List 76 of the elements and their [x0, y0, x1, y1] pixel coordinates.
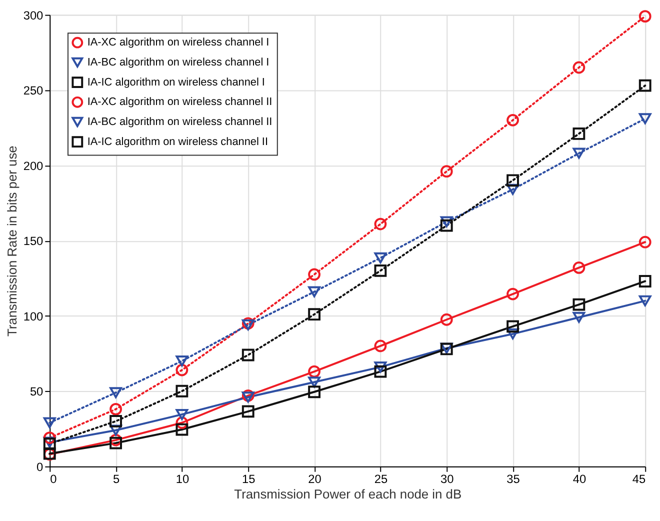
x-tick-label: 10 — [176, 472, 190, 486]
point — [572, 128, 586, 140]
legend-label: IA-BC algorithm on wireless channel II — [87, 116, 272, 128]
x-tick-label: 45 — [632, 472, 646, 486]
y-tick-label: 50 — [30, 384, 44, 399]
y-tick-label: 300 — [23, 8, 44, 22]
legend-label: IA-IC algorithm on wireless channel I — [87, 76, 265, 88]
point — [638, 10, 652, 23]
x-tick-label: 5 — [112, 472, 120, 486]
point — [374, 365, 387, 378]
y-axis-title: Transmission Rate in bits per use — [4, 146, 20, 337]
legend-label: IA-XC algorithm on wireless channel II — [87, 96, 272, 108]
point — [242, 405, 254, 418]
point — [506, 328, 519, 340]
point — [110, 387, 122, 398]
y-tick-label: 150 — [23, 234, 44, 248]
x-tick-label: 40 — [572, 472, 586, 486]
point — [176, 423, 188, 436]
point — [43, 432, 56, 444]
point — [638, 113, 652, 124]
point — [506, 184, 519, 195]
point — [308, 365, 320, 378]
y-tick-label: 100 — [23, 309, 44, 324]
point — [440, 219, 453, 232]
x-tick-label: 20 — [308, 472, 322, 486]
point — [176, 364, 188, 376]
point — [110, 403, 122, 416]
y-tick-label: 200 — [23, 158, 44, 173]
point — [308, 286, 320, 298]
point — [638, 79, 652, 92]
y-tick-label: 250 — [23, 84, 44, 98]
point — [506, 320, 519, 333]
point — [110, 415, 122, 428]
point — [43, 417, 56, 428]
point — [176, 356, 188, 367]
point — [440, 165, 453, 178]
point — [638, 295, 652, 306]
point — [374, 264, 387, 277]
point — [308, 308, 320, 321]
point — [572, 148, 586, 159]
point — [572, 312, 586, 323]
x-axis-title: Transmission Power of each node in dB — [234, 486, 462, 502]
point — [572, 262, 586, 274]
point — [308, 386, 320, 398]
point — [638, 236, 652, 248]
point — [374, 218, 387, 230]
legend-label: IA-XC algorithm on wireless channel I — [87, 36, 270, 49]
x-tick-label: 30 — [440, 472, 454, 486]
point — [506, 288, 519, 300]
point — [308, 376, 320, 388]
x-tick-label: 0 — [50, 472, 58, 486]
point — [506, 114, 519, 126]
point — [374, 362, 387, 373]
x-tick-label: 15 — [242, 472, 256, 486]
point — [176, 408, 188, 420]
point — [242, 348, 254, 362]
x-tick-label: 35 — [506, 472, 520, 486]
point — [572, 298, 586, 311]
point — [308, 268, 320, 281]
point — [440, 216, 453, 228]
legend-label: IA-IC algorithm on wireless channel II — [87, 136, 268, 148]
point — [572, 61, 586, 74]
point — [506, 174, 519, 187]
point — [176, 416, 188, 429]
x-tick-label: 25 — [374, 472, 388, 486]
point — [374, 252, 387, 264]
legend-label: IA-BC algorithm on wireless channel I — [87, 56, 270, 68]
point — [110, 424, 122, 436]
point — [176, 384, 188, 398]
point — [242, 389, 254, 402]
point — [638, 275, 652, 288]
point — [110, 434, 122, 446]
point — [374, 340, 387, 352]
point — [440, 313, 453, 326]
point — [110, 436, 122, 450]
y-tick-label: 0 — [36, 460, 44, 474]
